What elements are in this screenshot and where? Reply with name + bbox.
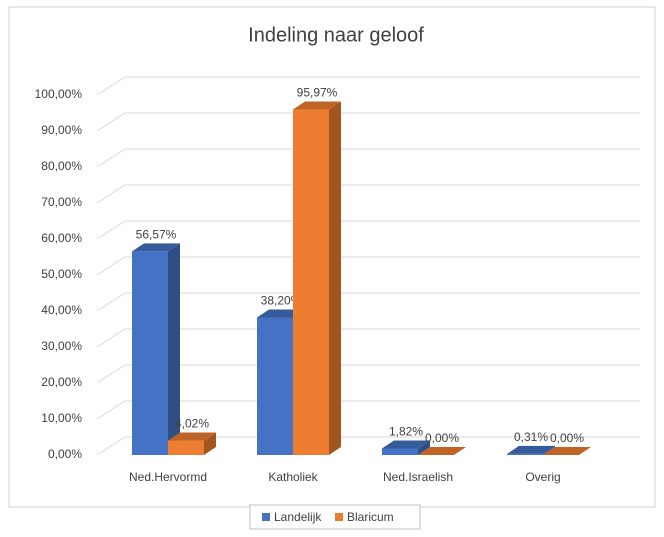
grid-line	[96, 436, 640, 456]
grid-line	[96, 400, 640, 420]
bar-top	[543, 447, 591, 455]
y-tick-label: 50,00%	[41, 267, 82, 281]
bar	[293, 109, 329, 456]
y-tick-label: 10,00%	[41, 411, 82, 425]
y-tick-label: 60,00%	[41, 231, 82, 245]
value-label: 56,57%	[136, 228, 177, 242]
y-tick-label: 80,00%	[41, 159, 82, 173]
bar-top	[382, 440, 430, 449]
x-tick-label: Overig	[525, 470, 560, 484]
bar-side	[168, 243, 180, 455]
chart-title: Indeling naar geloof	[248, 24, 424, 46]
value-label: 38,20%	[261, 294, 302, 308]
bar	[257, 317, 293, 455]
value-label: 1,82%	[389, 425, 423, 439]
bar-top	[168, 432, 216, 441]
y-tick-label: 20,00%	[41, 375, 82, 389]
grid-line	[96, 364, 640, 384]
legend-swatch	[262, 513, 270, 521]
bar-top	[132, 243, 180, 252]
bar	[132, 251, 168, 455]
grid-line	[96, 220, 640, 240]
grid-line	[96, 76, 640, 96]
y-tick-label: 70,00%	[41, 195, 82, 209]
y-tick-label: 90,00%	[41, 123, 82, 137]
x-tick-label: Katholiek	[268, 470, 318, 484]
x-tick-label: Ned.Hervormd	[129, 470, 207, 484]
x-tick-label: Ned.Israelish	[383, 470, 453, 484]
legend-label: Blaricum	[347, 510, 394, 524]
grid-line	[96, 328, 640, 348]
bar-side	[543, 445, 555, 455]
value-label: 95,97%	[297, 86, 338, 100]
y-tick-label: 40,00%	[41, 303, 82, 317]
grid-line	[96, 256, 640, 276]
bar-side	[329, 101, 341, 456]
bar	[507, 453, 543, 455]
bar-side	[418, 440, 430, 455]
bar-top	[293, 101, 341, 110]
value-label: 0,00%	[550, 431, 584, 445]
bar-top	[507, 445, 555, 454]
grid-line	[96, 184, 640, 204]
y-tick-label: 100,00%	[35, 87, 83, 101]
grid-line	[96, 292, 640, 312]
y-tick-label: 0,00%	[48, 447, 82, 461]
legend-swatch	[335, 513, 343, 521]
grid-line	[96, 148, 640, 168]
bar-top	[418, 447, 466, 455]
bar	[168, 440, 204, 455]
bar-side	[204, 432, 216, 455]
value-label: 0,31%	[514, 430, 548, 444]
grid-line	[96, 112, 640, 132]
y-tick-label: 30,00%	[41, 339, 82, 353]
legend-label: Landelijk	[274, 510, 322, 524]
value-label: 0,00%	[425, 431, 459, 445]
bar	[382, 448, 418, 455]
value-label: 4,02%	[175, 417, 209, 431]
